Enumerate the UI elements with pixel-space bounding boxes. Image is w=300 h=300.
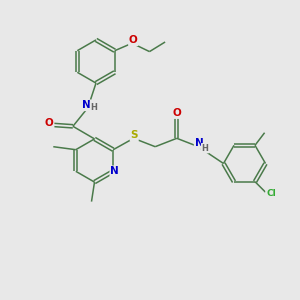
Text: N: N	[195, 138, 203, 148]
Text: N: N	[110, 166, 119, 176]
Text: S: S	[130, 130, 138, 140]
Text: H: H	[91, 103, 97, 112]
Text: O: O	[129, 35, 138, 45]
Text: Cl: Cl	[266, 189, 276, 198]
Text: O: O	[172, 108, 181, 118]
Text: O: O	[45, 118, 54, 128]
Text: H: H	[202, 144, 208, 153]
Text: N: N	[82, 100, 91, 110]
